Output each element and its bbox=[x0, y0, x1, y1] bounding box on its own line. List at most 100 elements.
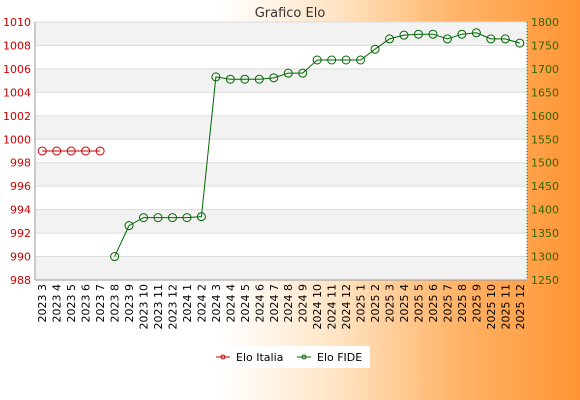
data-point-elo-italia bbox=[66, 146, 76, 156]
x-tick-label: 2024 12 bbox=[340, 284, 353, 330]
x-tick-label: 2025 5 bbox=[412, 284, 425, 323]
x-tick-label: 2023 4 bbox=[51, 284, 64, 323]
data-point-elo-fide bbox=[283, 68, 293, 78]
x-tick-label: 2023 12 bbox=[166, 284, 179, 330]
grid-band bbox=[35, 22, 527, 46]
x-tick-label: 2025 3 bbox=[384, 284, 397, 323]
y-left-tick-label: 996 bbox=[10, 180, 31, 193]
x-tick-label: 2025 9 bbox=[470, 284, 483, 323]
x-tick-label: 2024 11 bbox=[326, 284, 339, 330]
legend-box bbox=[210, 346, 370, 368]
chart-title: Grafico Elo bbox=[255, 6, 326, 21]
data-point-elo-fide bbox=[153, 213, 163, 223]
y-left-tick-label: 1000 bbox=[3, 133, 31, 146]
grid-band bbox=[35, 115, 527, 140]
x-tick-label: 2024 4 bbox=[224, 284, 237, 323]
x-tick-label: 2023 3 bbox=[36, 284, 49, 323]
x-tick-label: 2025 10 bbox=[485, 284, 498, 330]
y-left-tick-label: 990 bbox=[10, 251, 31, 264]
x-tick-label: 2025 6 bbox=[427, 284, 440, 323]
x-tick-label: 2024 6 bbox=[253, 284, 266, 323]
data-point-elo-italia bbox=[52, 146, 62, 156]
y-right-tick-label: 1750 bbox=[531, 39, 559, 52]
data-point-elo-fide bbox=[399, 30, 409, 40]
x-tick-label: 2024 2 bbox=[195, 284, 208, 323]
data-point-elo-fide bbox=[385, 34, 395, 44]
data-point-elo-fide bbox=[167, 213, 177, 223]
y-right-tick-label: 1700 bbox=[531, 63, 559, 76]
legend-swatch-elo-italia-marker bbox=[220, 354, 226, 360]
y-left-tick-label: 1002 bbox=[3, 110, 31, 123]
x-tick-label: 2023 9 bbox=[123, 284, 136, 323]
x-tick-label: 2023 10 bbox=[138, 284, 151, 330]
y-left-tick-label: 992 bbox=[10, 227, 31, 240]
data-point-elo-italia bbox=[95, 146, 105, 156]
data-point-elo-fide bbox=[269, 73, 279, 83]
grid-band bbox=[35, 256, 527, 280]
y-left-tick-label: 1004 bbox=[3, 86, 31, 99]
data-point-elo-fide bbox=[196, 212, 206, 222]
data-point-elo-fide bbox=[182, 213, 192, 223]
data-point-elo-fide bbox=[225, 74, 235, 84]
data-point-elo-fide bbox=[254, 74, 264, 84]
x-tick-label: 2024 3 bbox=[210, 284, 223, 323]
x-tick-label: 2023 11 bbox=[152, 284, 165, 330]
series-layer bbox=[37, 28, 525, 262]
x-tick-label: 2025 8 bbox=[456, 284, 469, 323]
data-point-elo-fide bbox=[341, 55, 351, 65]
data-point-elo-fide bbox=[312, 55, 322, 65]
data-point-elo-fide bbox=[413, 29, 423, 39]
plot-background bbox=[35, 22, 527, 280]
grid-band bbox=[35, 68, 527, 93]
y-right-tick-label: 1350 bbox=[531, 227, 559, 240]
y-left-tick-label: 998 bbox=[10, 157, 31, 170]
x-tick-label: 2024 9 bbox=[297, 284, 310, 323]
x-tick-label: 2025 12 bbox=[514, 284, 527, 330]
data-point-elo-fide bbox=[327, 55, 337, 65]
legend: Elo Italia Elo FIDE bbox=[210, 346, 370, 368]
data-point-elo-fide bbox=[500, 34, 510, 44]
series-line-elo-fide bbox=[114, 32, 520, 257]
y-right-tick-label: 1400 bbox=[531, 204, 559, 217]
x-tick-label: 2025 1 bbox=[355, 284, 368, 323]
data-point-elo-fide bbox=[211, 72, 221, 82]
y-left-tick-label: 988 bbox=[10, 274, 31, 287]
data-point-elo-fide bbox=[124, 221, 134, 231]
data-point-elo-italia bbox=[81, 146, 91, 156]
y-left-tick-label: 994 bbox=[10, 204, 31, 217]
data-point-elo-italia bbox=[37, 146, 47, 156]
data-point-elo-fide bbox=[428, 29, 438, 39]
y-right-tick-label: 1450 bbox=[531, 180, 559, 193]
data-point-elo-fide bbox=[110, 252, 120, 262]
y-left-tick-label: 1008 bbox=[3, 39, 31, 52]
y-axis-right: 1250 1300 1350 1400 1450 1500 1550 1600 1650 1700… bbox=[526, 16, 559, 287]
x-tick-label: 2023 6 bbox=[80, 284, 93, 323]
x-tick-label: 2024 1 bbox=[181, 284, 194, 323]
x-tick-label: 2024 10 bbox=[311, 284, 324, 330]
plot-area bbox=[35, 22, 527, 280]
x-tick-label: 2024 7 bbox=[268, 284, 281, 323]
x-tick-label: 2023 5 bbox=[65, 284, 78, 323]
y-left-tick-label: 1006 bbox=[3, 63, 31, 76]
y-right-tick-label: 1550 bbox=[531, 133, 559, 146]
x-tick-label: 2024 8 bbox=[282, 284, 295, 323]
x-tick-label: 2024 5 bbox=[239, 284, 252, 323]
y-right-tick-label: 1500 bbox=[531, 157, 559, 170]
data-point-elo-fide bbox=[442, 34, 452, 44]
grid-band bbox=[35, 162, 527, 187]
data-point-elo-fide bbox=[486, 34, 496, 44]
y-right-tick-label: 1800 bbox=[531, 16, 559, 29]
grid-lines bbox=[34, 21, 527, 281]
grid-band bbox=[35, 209, 527, 234]
data-point-elo-fide bbox=[471, 28, 481, 38]
y-left-tick-label: 1010 bbox=[3, 16, 31, 29]
x-tick-label: 2025 4 bbox=[398, 284, 411, 323]
y-right-tick-label: 1250 bbox=[531, 274, 559, 287]
y-right-tick-label: 1600 bbox=[531, 110, 559, 123]
legend-label-elo-fide: Elo FIDE bbox=[317, 351, 362, 364]
x-tick-label: 2023 7 bbox=[94, 284, 107, 323]
data-point-elo-fide bbox=[356, 55, 366, 65]
data-point-elo-fide bbox=[298, 68, 308, 78]
x-tick-label: 2023 8 bbox=[109, 284, 122, 323]
